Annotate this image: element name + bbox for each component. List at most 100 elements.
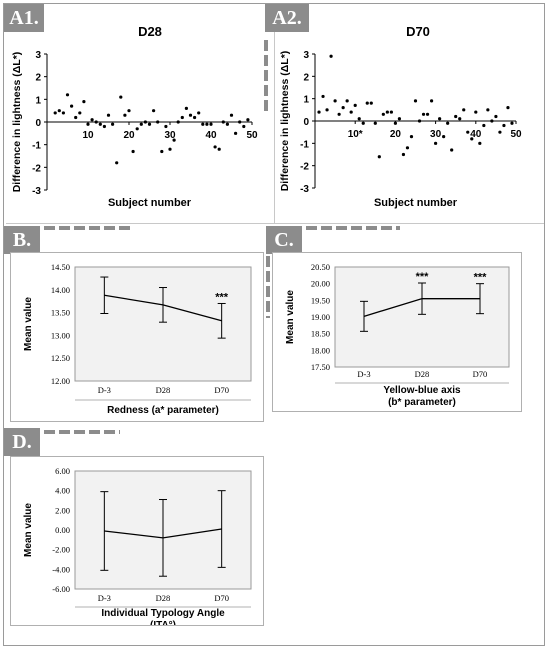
panel-b-dashes (44, 226, 134, 230)
data-point (143, 120, 147, 124)
y-tick-label: 0.00 (55, 525, 70, 535)
chart-d: -6.00 -4.00 -2.00 0.00 2.00 4.00 6.00 D-3 D28 D70… (23, 466, 252, 625)
x-tick-label: D70 (214, 385, 229, 395)
data-point (482, 123, 486, 128)
data-point (490, 119, 494, 123)
data-point (438, 117, 442, 121)
data-point (401, 152, 406, 157)
data-point (74, 115, 78, 120)
panel-tag-b: B. (4, 226, 40, 254)
data-point (373, 121, 377, 125)
y-tick-label: -2.00 (52, 545, 70, 555)
y-tick-label: 19.50 (311, 295, 330, 305)
panel-a1-divider (264, 40, 268, 112)
y-axis-label: Difference in lightness (ΔL*) (11, 52, 23, 193)
data-point (397, 117, 402, 121)
data-point (337, 112, 341, 116)
panel-c-dashes (306, 226, 400, 230)
data-point (458, 117, 462, 121)
data-point (353, 103, 357, 107)
data-point (205, 122, 209, 126)
data-point (345, 99, 349, 103)
data-point (213, 145, 217, 149)
y-tick-label: 20.00 (311, 279, 330, 289)
data-point (217, 147, 221, 151)
data-point (229, 113, 234, 117)
y-tick-label: 1 (303, 95, 309, 106)
data-point (156, 120, 160, 124)
y-tick-label: 12.00 (51, 376, 70, 386)
data-point (180, 115, 184, 120)
y-axis-label: Mean value (285, 290, 296, 344)
panel-c-cell: 17.50 18.00 18.50 19.00 19.50 20.00 20.50 D-3 D2… (272, 252, 522, 412)
x-tick-label: 30 (430, 129, 442, 140)
data-point (131, 149, 135, 154)
data-point (242, 124, 246, 129)
x-tick-label: 40 (470, 129, 482, 140)
data-point (341, 106, 345, 110)
data-point (152, 109, 156, 113)
data-point (409, 135, 414, 139)
data-point (385, 110, 389, 114)
data-point (466, 130, 470, 134)
data-point (70, 104, 74, 108)
data-point (349, 110, 353, 114)
y-tick-label: 14.00 (51, 285, 70, 295)
chart-b: 12.00 12.50 13.00 13.50 14.00 14.50 D-3 D28 D70 *… (23, 262, 252, 416)
y-tick-label: 17.50 (311, 362, 330, 372)
data-point (98, 122, 102, 126)
panel-b-cell: 12.00 12.50 13.00 13.50 14.00 14.50 D-3 D28 D70 *… (10, 252, 264, 422)
x-tick-label: 10 (82, 130, 94, 141)
y-tick-label: 2 (303, 72, 309, 83)
data-point (429, 99, 434, 103)
data-point (168, 147, 172, 151)
data-point (172, 138, 176, 142)
panel-tag-c: C. (266, 226, 302, 254)
x-tick-label: 40 (205, 130, 217, 141)
panel-tag-d: D. (4, 428, 40, 456)
data-point (123, 113, 127, 117)
data-point (377, 155, 381, 159)
data-point (325, 108, 329, 112)
x-axis-label: (ITA°) (150, 620, 176, 625)
panel-tag-a1: A1. (4, 4, 44, 32)
separator-vertical (274, 6, 275, 224)
data-point (102, 124, 106, 129)
y-tick-label: 13.00 (51, 330, 70, 340)
y-tick-label: -3 (300, 184, 309, 195)
x-axis-label: Subject number (374, 197, 458, 209)
panel-tag-a2: A2. (265, 4, 309, 32)
data-point (470, 137, 474, 141)
data-point (361, 121, 365, 125)
y-tick-label: 14.50 (51, 262, 70, 272)
y-tick-label: 12.50 (51, 353, 70, 363)
data-point (234, 131, 238, 135)
y-tick-label: 1 (35, 95, 41, 106)
data-point (119, 95, 123, 99)
x-axis-label: Redness (a* parameter) (107, 405, 219, 416)
separator-horizontal (6, 223, 544, 224)
data-point (434, 141, 438, 145)
data-point (421, 112, 426, 116)
data-point (506, 106, 510, 110)
y-tick-label: 0 (35, 118, 41, 129)
x-tick-label: 20 (390, 129, 402, 140)
data-point (238, 120, 242, 124)
x-tick-label: D70 (214, 593, 229, 603)
y-tick-label: -2 (300, 162, 309, 173)
data-point (188, 113, 193, 117)
x-tick-label: D-3 (98, 385, 111, 395)
data-point (494, 114, 498, 119)
data-point (197, 111, 201, 115)
data-point (111, 122, 115, 126)
data-point (209, 122, 213, 126)
x-tick-label: D28 (156, 593, 171, 603)
y-axis-label: Mean value (23, 503, 34, 557)
data-point (201, 122, 205, 126)
y-tick-label: 13.50 (51, 308, 70, 318)
significance-marker: *** (416, 271, 430, 283)
x-tick-label: 50 (246, 130, 258, 141)
data-point (53, 111, 57, 115)
y-tick-label: 18.50 (311, 329, 330, 339)
x-tick-label: 30 (164, 130, 176, 141)
